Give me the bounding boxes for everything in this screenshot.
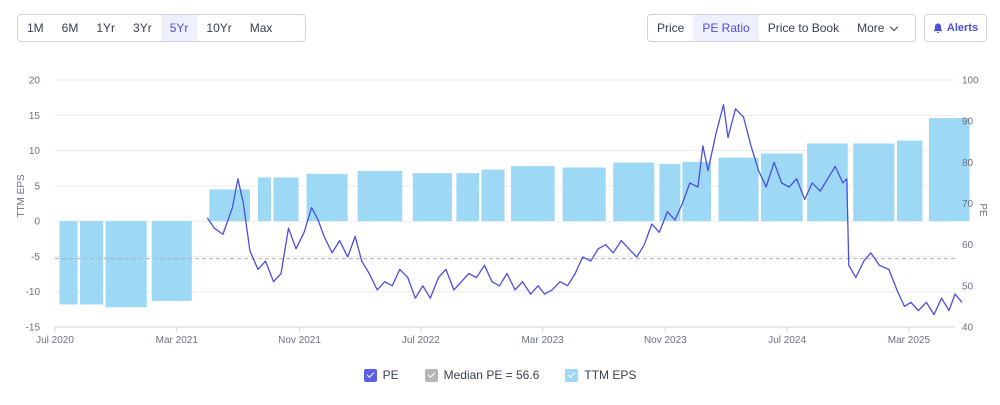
- eps-bar: [412, 173, 452, 222]
- eps-bar: [59, 221, 78, 305]
- alerts-button[interactable]: Alerts: [924, 14, 987, 42]
- checkbox-ttm-eps[interactable]: [565, 368, 579, 382]
- x-tick-label: Nov 2021: [278, 335, 321, 346]
- left-tick-label: 15: [29, 111, 41, 122]
- right-tick-label: 80: [962, 158, 974, 169]
- eps-bar: [928, 118, 970, 222]
- range-button-10yr[interactable]: 10Yr: [206, 21, 232, 35]
- eps-bar: [80, 221, 104, 305]
- bell-icon: [933, 23, 942, 33]
- legend-item-pe[interactable]: PE: [363, 368, 399, 382]
- left-tick-label: 0: [34, 217, 40, 228]
- right-tick-label: 100: [962, 76, 979, 87]
- x-axis-ticks: Jul 2020 Mar 2021 Nov 2021 Jul 2022 Mar 2023…: [36, 326, 955, 346]
- legend-item-median-pe[interactable]: Median PE = 56.6: [424, 368, 540, 382]
- right-tick-label: 70: [962, 199, 974, 210]
- eps-bar: [659, 163, 681, 222]
- legend-label-median-pe: Median PE = 56.6: [443, 368, 540, 382]
- chart-legend: PE Median PE = 56.6 TTM EPS: [0, 368, 1000, 382]
- x-tick-label: Jul 2022: [402, 335, 440, 346]
- left-tick-label: 5: [34, 181, 40, 192]
- legend-item-ttm-eps[interactable]: TTM EPS: [565, 368, 636, 382]
- range-button-1yr[interactable]: 1Yr: [96, 21, 116, 35]
- tab-price[interactable]: Price: [657, 21, 685, 35]
- eps-bar: [613, 162, 655, 222]
- pe-line: [206, 104, 963, 316]
- x-tick-label: Jul 2020: [36, 335, 74, 346]
- eps-bar: [807, 143, 848, 222]
- eps-bar: [761, 153, 803, 222]
- eps-bar: [718, 157, 759, 222]
- eps-bar: [481, 169, 505, 222]
- left-tick-label: 20: [29, 76, 41, 87]
- time-range-selector: 1M 6M 1Yr 3Yr 5Yr 10Yr Max: [17, 14, 306, 42]
- tab-price-to-book[interactable]: Price to Book: [767, 21, 840, 35]
- left-axis-title: TTM EPS: [16, 174, 27, 218]
- x-tick-label: Mar 2021: [156, 335, 199, 346]
- left-tick-label: -10: [26, 287, 41, 298]
- eps-bar: [257, 177, 271, 222]
- more-dropdown[interactable]: More: [848, 15, 906, 41]
- eps-bar: [456, 173, 479, 222]
- eps-bar: [896, 140, 923, 222]
- range-button-3yr[interactable]: 3Yr: [133, 21, 152, 35]
- eps-bar: [562, 167, 606, 222]
- tab-pe-ratio[interactable]: PE Ratio: [693, 15, 759, 41]
- legend-label-pe: PE: [382, 368, 399, 382]
- eps-bar: [511, 166, 555, 222]
- left-tick-label: 10: [29, 146, 41, 157]
- legend-label-ttm-eps: TTM EPS: [584, 368, 637, 382]
- checkbox-pe[interactable]: [363, 368, 377, 382]
- range-button-max[interactable]: Max: [249, 21, 273, 35]
- more-label: More: [857, 21, 885, 35]
- x-tick-label: Jul 2024: [768, 335, 806, 346]
- eps-bar: [357, 171, 403, 222]
- right-axis-title: PE: [977, 203, 988, 217]
- metric-selector: Price PE Ratio Price to Book More: [647, 14, 916, 42]
- alerts-label: Alerts: [946, 22, 979, 34]
- eps-bar: [853, 143, 895, 222]
- left-axis-ticks: 20 15 10 5 0 -5 -10 -15: [26, 76, 41, 334]
- eps-bars: [59, 118, 970, 308]
- x-tick-label: Mar 2025: [888, 335, 931, 346]
- right-axis-ticks: 100 90 80 70 60 50 40: [962, 76, 979, 334]
- range-button-6m[interactable]: 6M: [61, 21, 79, 35]
- checkbox-median-pe[interactable]: [424, 368, 438, 382]
- x-tick-label: Mar 2023: [521, 335, 564, 346]
- right-tick-label: 90: [962, 117, 974, 128]
- right-tick-label: 40: [962, 323, 974, 334]
- eps-bar: [151, 221, 192, 301]
- eps-bar: [273, 177, 299, 222]
- range-button-5yr[interactable]: 5Yr: [160, 15, 198, 41]
- right-tick-label: 60: [962, 240, 974, 251]
- left-tick-label: -5: [31, 252, 40, 263]
- x-tick-label: Nov 2023: [644, 335, 687, 346]
- eps-bar: [105, 221, 147, 308]
- right-tick-label: 50: [962, 281, 974, 292]
- range-button-1m[interactable]: 1M: [27, 21, 44, 35]
- eps-bar: [306, 173, 348, 222]
- left-tick-label: -15: [26, 323, 41, 334]
